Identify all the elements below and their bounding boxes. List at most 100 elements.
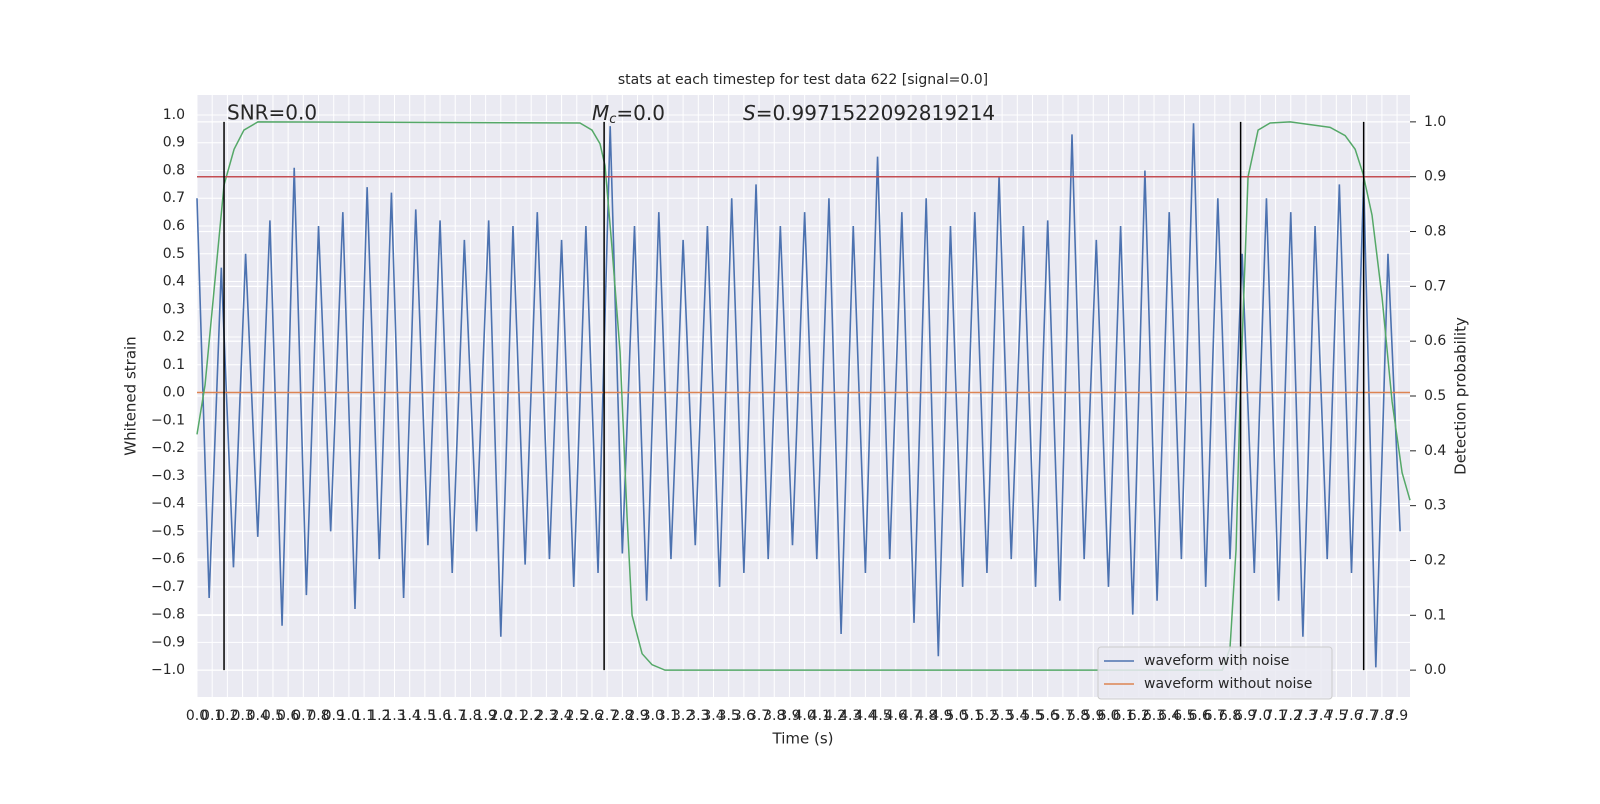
legend-box [1097, 646, 1333, 700]
x-tick-label: 6.1 [1113, 708, 1135, 724]
x-tick-label: 5.4 [1006, 708, 1028, 724]
y2-tick-label: 0.4 [1424, 443, 1446, 459]
x-tick-label: 0.0 [186, 708, 208, 724]
x-tick-label: 4.7 [900, 708, 922, 724]
x-tick-label: 3.0 [642, 708, 664, 724]
y-tick-label: −0.1 [151, 412, 185, 428]
x-tick-label: 0.2 [216, 708, 238, 724]
y-tick-label: 0.9 [163, 135, 185, 151]
y2-axis-label: Detection probability [1452, 317, 1470, 475]
x-tick-label: 6.7 [1204, 708, 1226, 724]
x-tick-label: 5.0 [945, 708, 967, 724]
x-tick-label: 0.5 [262, 708, 284, 724]
y-tick-label: −0.7 [151, 579, 185, 595]
x-tick-label: 5.7 [1052, 708, 1074, 724]
x-tick-label: 6.6 [1188, 708, 1210, 724]
y-tick-label: −0.5 [151, 523, 185, 539]
x-tick-label: 2.3 [535, 708, 557, 724]
x-tick-label: 0.1 [201, 708, 223, 724]
y-tick-label: 0.8 [163, 162, 185, 178]
x-tick-label: 4.5 [869, 708, 891, 724]
x-tick-label: 2.1 [505, 708, 527, 724]
y-tick-label: 0.6 [163, 218, 185, 234]
x-tick-label: 0.7 [292, 708, 314, 724]
x-tick-label: 5.3 [991, 708, 1013, 724]
x-tick-label: 2.5 [566, 708, 588, 724]
y-axis-label: Whitened strain [122, 336, 140, 455]
x-tick-label: 3.9 [778, 708, 800, 724]
y-tick-label: −0.9 [151, 634, 185, 650]
x-tick-label: 7.3 [1295, 708, 1317, 724]
legend: waveform with noise waveform without nois… [1097, 646, 1333, 700]
x-tick-label: 2.4 [550, 708, 572, 724]
x-tick-label: 6.2 [1128, 708, 1150, 724]
y-tick-label: −0.3 [151, 468, 185, 484]
y2-tick-label: 0.2 [1424, 552, 1446, 568]
y-tick-label: 0.2 [163, 329, 185, 345]
annotation-text: =0.9971522092819214 [756, 101, 995, 125]
x-tick-label: 7.7 [1356, 708, 1378, 724]
y2-tick-label: 0.6 [1424, 333, 1446, 349]
y-tick-label: −0.6 [151, 551, 185, 567]
x-tick-label: 7.0 [1249, 708, 1271, 724]
x-tick-label: 2.6 [581, 708, 603, 724]
x-tick-label: 0.9 [323, 708, 345, 724]
x-tick-label: 7.6 [1340, 708, 1362, 724]
x-tick-label: 3.4 [702, 708, 724, 724]
x-tick-label: 1.6 [429, 708, 451, 724]
y2-tick-label: 0.7 [1424, 278, 1446, 294]
x-tick-label: 3.7 [748, 708, 770, 724]
annotation: S=0.9971522092819214 [743, 101, 995, 125]
y-tick-label: 0.5 [163, 246, 185, 262]
y-tick-label: 0.7 [163, 190, 185, 206]
x-tick-label: 4.9 [930, 708, 952, 724]
x-tick-label: 2.2 [520, 708, 542, 724]
y-tick-label: 0.0 [163, 385, 185, 401]
x-tick-label: 1.9 [474, 708, 496, 724]
x-tick-label: 4.2 [824, 708, 846, 724]
x-tick-label: 4.8 [915, 708, 937, 724]
x-tick-label: 6.9 [1234, 708, 1256, 724]
legend-label: waveform without noise [1144, 676, 1312, 692]
labels: 0.00.10.20.30.40.50.60.70.80.91.01.11.21… [151, 107, 1446, 724]
x-tick-label: 5.6 [1037, 708, 1059, 724]
x-tick-label: 1.1 [353, 708, 375, 724]
x-tick-label: 2.9 [626, 708, 648, 724]
x-tick-label: 5.9 [1082, 708, 1104, 724]
x-tick-label: 3.8 [763, 708, 785, 724]
x-tick-label: 1.3 [383, 708, 405, 724]
y2-tick-label: 0.3 [1424, 498, 1446, 514]
chart-title: stats at each timestep for test data 622… [618, 72, 988, 88]
x-tick-label: 3.6 [733, 708, 755, 724]
annotation: Mc=0.0 [592, 101, 665, 127]
x-tick-label: 3.2 [672, 708, 694, 724]
x-tick-label: 0.8 [307, 708, 329, 724]
annotation-subscript: c [609, 112, 616, 127]
x-tick-label: 4.6 [885, 708, 907, 724]
x-tick-label: 4.1 [809, 708, 831, 724]
y2-tick-label: 0.9 [1424, 169, 1446, 185]
grid [196, 95, 1410, 697]
y-tick-label: 0.4 [163, 274, 185, 290]
x-tick-label: 5.5 [1021, 708, 1043, 724]
x-tick-label: 6.5 [1173, 708, 1195, 724]
series-line [196, 123, 1401, 668]
x-tick-label: 4.0 [794, 708, 816, 724]
y2-tick-label: 0.5 [1424, 388, 1446, 404]
y2-tick-label: 0.0 [1424, 662, 1446, 678]
x-tick-label: 0.6 [277, 708, 299, 724]
x-tick-label: 2.8 [611, 708, 633, 724]
x-tick-label: 3.3 [687, 708, 709, 724]
x-axis-label: Time (s) [772, 730, 834, 748]
annotation-symbol: S [743, 101, 756, 125]
x-tick-label: 0.3 [231, 708, 253, 724]
x-tick-label: 3.1 [657, 708, 679, 724]
x-tick-label: 4.3 [839, 708, 861, 724]
annotation: SNR=0.0 [227, 101, 317, 125]
x-tick-label: 7.2 [1280, 708, 1302, 724]
x-tick-label: 2.0 [490, 708, 512, 724]
annotation-text: =0.0 [616, 101, 665, 125]
x-tick-label: 6.0 [1097, 708, 1119, 724]
x-tick-label: 0.4 [247, 708, 269, 724]
